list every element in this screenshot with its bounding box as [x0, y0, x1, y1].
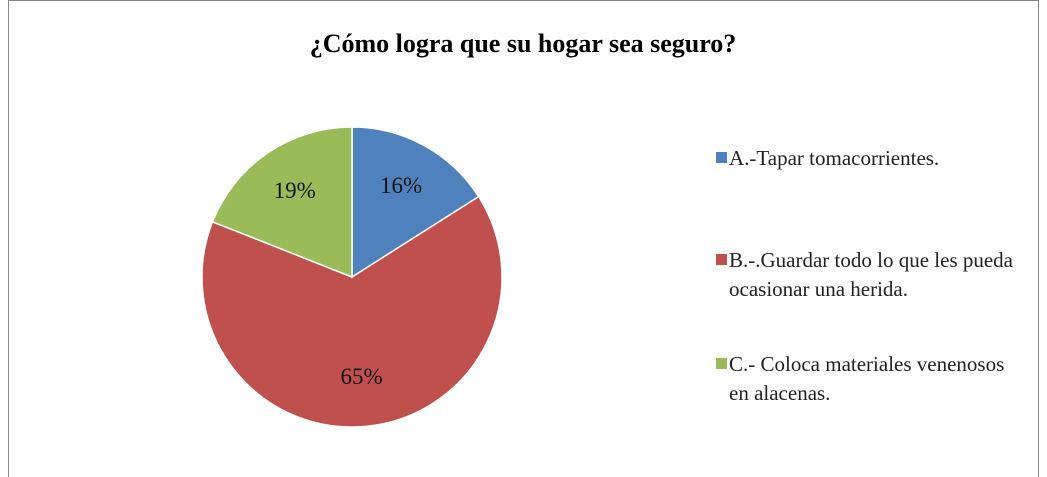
- legend-swatch: [716, 254, 727, 265]
- legend-label: B.-.Guardar todo lo que les pueda ocasio…: [729, 248, 1014, 301]
- legend-label: A.-Tapar tomacorrientes.: [729, 146, 940, 170]
- data-label: 65%: [341, 364, 383, 389]
- pie-slice: [201, 195, 503, 428]
- data-label: 16%: [380, 173, 422, 198]
- pie-slice: [351, 126, 480, 279]
- legend-item: B.-.Guardar todo lo que les pueda ocasio…: [716, 246, 1026, 304]
- legend-swatch: [716, 152, 727, 163]
- data-label: 19%: [274, 178, 316, 203]
- chart-frame: [8, 0, 1039, 477]
- chart-title: ¿Cómo logra que su hogar sea seguro?: [310, 29, 737, 58]
- legend-item: A.-Tapar tomacorrientes.: [716, 144, 1026, 173]
- legend-swatch: [716, 358, 727, 369]
- pie-slice: [211, 126, 353, 279]
- legend-item: C.- Coloca materiales venenosos en alace…: [716, 350, 1026, 408]
- legend-label: C.- Coloca materiales venenosos en alace…: [729, 352, 1005, 405]
